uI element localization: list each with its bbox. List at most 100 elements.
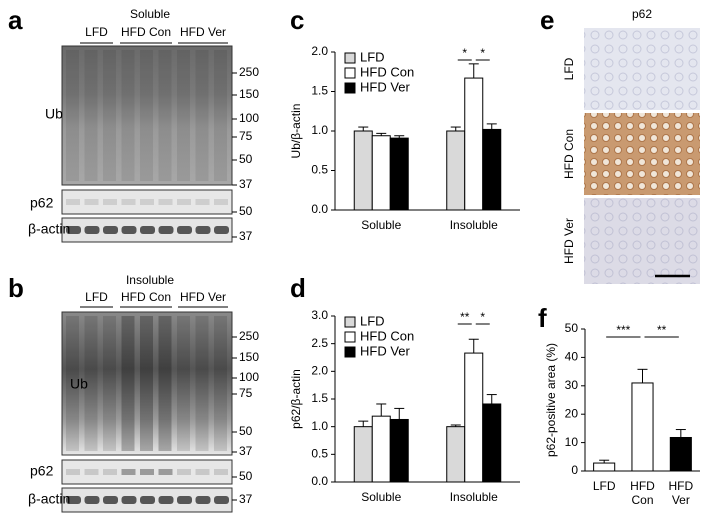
actin-band: [140, 496, 155, 504]
y-axis-label: p62/β-actin: [289, 369, 303, 429]
bar: [464, 77, 484, 211]
actin-band: [195, 496, 211, 504]
y-tick-label: 2.0: [311, 364, 328, 378]
bar: [389, 418, 409, 483]
bar: [389, 137, 409, 211]
lane: [84, 50, 98, 181]
row-label: LFD: [562, 57, 576, 80]
marker-label: 100: [239, 370, 259, 384]
row-label: HFD Con: [562, 129, 576, 179]
y-tick-label: 0: [571, 463, 578, 477]
marker-label: 150: [239, 87, 259, 101]
lane: [121, 316, 135, 451]
blot-actin: [61, 487, 233, 513]
marker-label: 75: [239, 129, 253, 143]
row-label: p62: [30, 463, 54, 479]
panel-label: d: [290, 273, 306, 303]
x-tick-label: Soluble: [361, 490, 401, 504]
legend-label: HFD Con: [360, 328, 414, 343]
y-tick-label: 0.5: [311, 163, 328, 177]
x-tick-label: Ver: [672, 493, 690, 507]
actin-band: [158, 496, 174, 504]
lane: [158, 50, 172, 181]
group-label: HFD Ver: [180, 25, 226, 39]
actin-band: [195, 226, 211, 234]
actin-band: [84, 496, 100, 504]
lane: [214, 50, 227, 181]
marker-label: 100: [239, 111, 259, 125]
y-axis-label: Ub/β-actin: [289, 104, 303, 159]
lane: [214, 316, 227, 451]
group-label: HFD Con: [121, 25, 171, 39]
lane: [195, 50, 209, 181]
actin-band: [177, 496, 192, 504]
x-tick-label: Insoluble: [450, 490, 498, 504]
significance-label: *: [480, 310, 485, 324]
y-tick-label: 40: [565, 350, 579, 364]
bar: [669, 436, 692, 472]
micrograph-title: p62: [632, 7, 652, 21]
legend-swatch: [344, 316, 356, 328]
y-tick-label: 50: [565, 321, 579, 335]
y-tick-label: 2.5: [311, 336, 328, 350]
y-tick-label: 10: [565, 435, 579, 449]
bar: [353, 426, 373, 483]
x-tick-label: LFD: [593, 479, 616, 493]
legend-label: HFD Con: [360, 64, 414, 79]
blot-ub: [61, 311, 233, 456]
y-tick-label: 1.0: [311, 419, 328, 433]
x-tick-label: HFD: [630, 479, 655, 493]
row-label: β-actin: [28, 221, 70, 237]
y-tick-label: 0.5: [311, 447, 328, 461]
bar: [464, 352, 484, 483]
actin-band: [66, 226, 81, 234]
bar: [593, 462, 616, 472]
lane: [158, 316, 172, 451]
bar: [371, 135, 391, 211]
legend-label: HFD Ver: [360, 79, 411, 94]
marker-label: 37: [239, 229, 253, 243]
group-label: HFD Ver: [180, 290, 226, 304]
panel-label: e: [540, 5, 554, 35]
legend-swatch: [344, 82, 356, 94]
legend-label: LFD: [360, 313, 385, 328]
y-axis-label: p62-positive area (%): [544, 343, 558, 457]
micrograph-panel: [584, 28, 700, 284]
legend-swatch: [344, 346, 356, 358]
significance-label: **: [460, 310, 470, 324]
micrograph-texture: [584, 198, 700, 284]
marker-label: 75: [239, 386, 253, 400]
actin-band: [177, 226, 192, 234]
blot-p62: [61, 189, 233, 215]
lane: [66, 50, 79, 181]
actin-band: [158, 226, 174, 234]
panel-label: f: [538, 303, 547, 333]
lane: [121, 50, 135, 181]
bar: [371, 415, 391, 483]
y-tick-label: 1.5: [311, 84, 328, 98]
lane: [84, 316, 98, 451]
x-tick-label: Con: [631, 493, 653, 507]
x-tick-label: HFD: [668, 479, 693, 493]
legend-label: HFD Ver: [360, 343, 411, 358]
panel-label: c: [290, 5, 304, 35]
blot-title: Insoluble: [126, 273, 174, 287]
blot-actin: [61, 217, 233, 243]
micrograph-texture: [584, 28, 700, 110]
actin-band: [214, 226, 229, 234]
legend-swatch: [344, 331, 356, 343]
y-tick-label: 1.5: [311, 391, 328, 405]
significance-label: *: [480, 46, 485, 60]
marker-label: 250: [239, 65, 259, 79]
lane: [140, 316, 153, 451]
bar: [482, 128, 502, 211]
row-label: β-actin: [28, 491, 70, 507]
group-label: LFD: [85, 290, 108, 304]
bar: [446, 426, 466, 483]
y-tick-label: 30: [565, 378, 579, 392]
bar: [631, 382, 654, 472]
marker-label: 37: [239, 492, 253, 506]
marker-label: 37: [239, 444, 253, 458]
y-tick-label: 0.0: [311, 202, 328, 216]
row-label: HFD Ver: [562, 218, 576, 264]
